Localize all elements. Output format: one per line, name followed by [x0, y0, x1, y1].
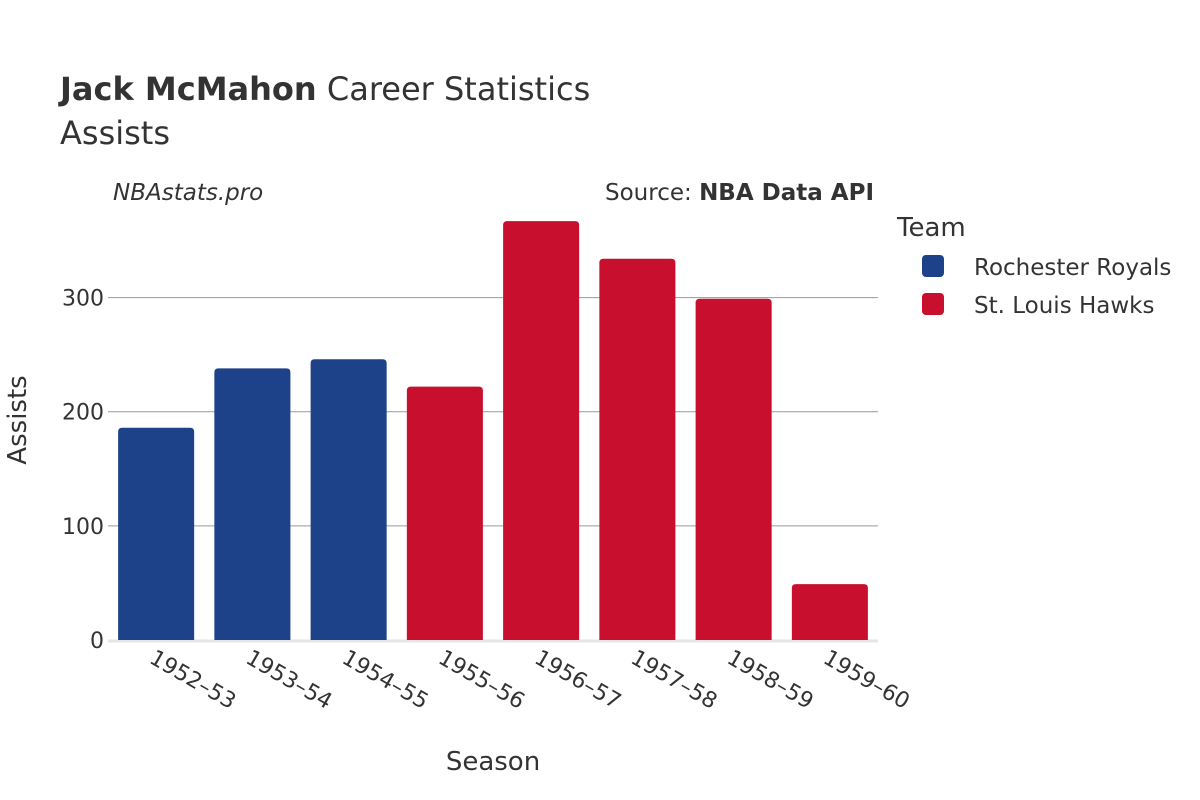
watermark: NBAstats.pro	[113, 180, 263, 206]
source-credit: Source: NBA Data API	[605, 180, 874, 206]
title-suffix: Career Statistics	[317, 70, 591, 108]
y-tick-label: 0	[90, 629, 104, 654]
y-tick-label: 200	[62, 401, 104, 426]
legend-title: Team	[896, 213, 966, 243]
y-tick-label: 300	[62, 287, 104, 312]
bar-1954–55[interactable]	[310, 359, 387, 640]
x-tick-labels: 1952–53 1953–54 1954–55 1955–56 1956–57 1957–…	[145, 646, 914, 715]
bar-1955–56[interactable]	[406, 386, 483, 640]
bar-1959–60[interactable]	[791, 584, 868, 640]
y-axis-title: Assists	[3, 375, 33, 464]
bar-1957–58[interactable]	[599, 258, 676, 640]
bar-1952–53[interactable]	[118, 427, 195, 640]
player-name: Jack McMahon	[58, 70, 317, 108]
x-tick-label: 1952–53	[145, 646, 240, 715]
legend-label: St. Louis Hawks	[974, 293, 1155, 319]
legend-item[interactable]: St. Louis Hawks	[922, 293, 1155, 319]
legend-item[interactable]: Rochester Royals	[922, 255, 1171, 281]
x-tick-label: 1956–57	[530, 646, 625, 715]
x-tick-label: 1955–56	[434, 646, 529, 715]
source-name: NBA Data API	[699, 180, 874, 206]
legend: Team Rochester Royals St. Louis Hawks	[896, 213, 1171, 319]
chart-title: Jack McMahon Career Statistics	[58, 70, 590, 108]
x-tick-label: 1957–58	[626, 646, 721, 715]
bar-1958–59[interactable]	[695, 298, 772, 640]
chart-subtitle: Assists	[60, 114, 170, 152]
x-tick-label: 1953–54	[241, 646, 336, 715]
bar-1956–57[interactable]	[503, 221, 580, 640]
legend-swatch	[922, 293, 944, 315]
bars	[118, 221, 868, 640]
x-axis-title: Season	[446, 747, 540, 777]
legend-swatch	[922, 255, 944, 277]
x-tick-label: 1958–59	[723, 646, 818, 715]
legend-label: Rochester Royals	[974, 255, 1171, 281]
x-tick-label: 1959–60	[819, 646, 914, 715]
x-tick-label: 1954–55	[338, 646, 433, 715]
bar-1953–54[interactable]	[214, 368, 291, 640]
source-prefix: Source:	[605, 180, 699, 206]
y-tick-label: 100	[62, 515, 104, 540]
y-tick-labels: 0 100 200 300	[62, 287, 104, 654]
